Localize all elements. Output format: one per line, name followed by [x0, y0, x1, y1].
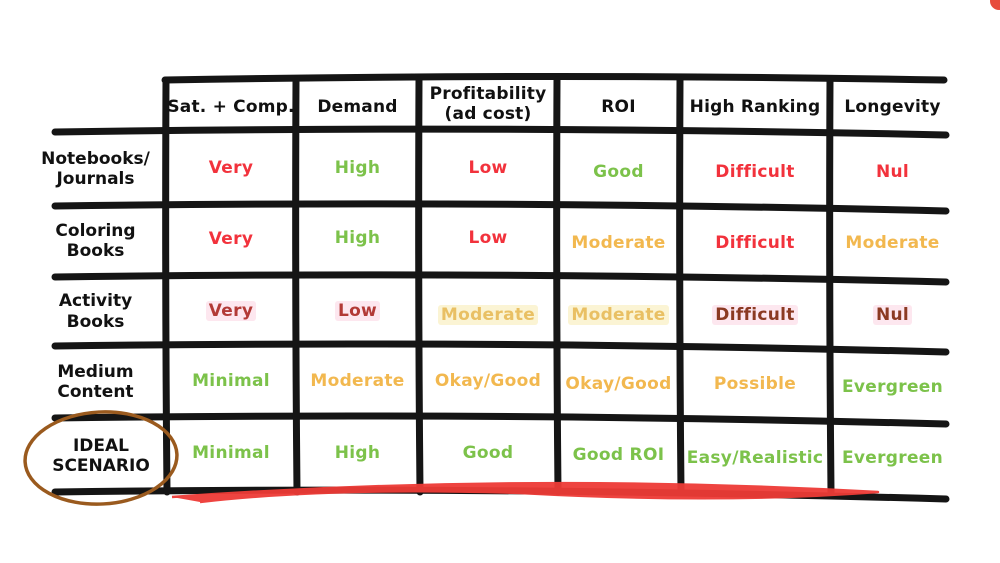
cell-coloring-profitability: Low — [468, 227, 508, 248]
cell-activity-high-ranking: Difficult — [680, 282, 830, 348]
column-header-sat-comp: Sat. + Comp. — [167, 96, 295, 117]
grid-horizontal-line — [51, 340, 950, 356]
cell-activity-demand: Low — [296, 278, 419, 344]
cell-activity-longevity: Nul — [830, 282, 955, 348]
window-badge — [990, 0, 1000, 10]
grid-vertical-line — [292, 76, 301, 496]
row-label-activity-books: Activity Books — [58, 291, 133, 332]
row-label-ideal-scenario: IDEAL SCENARIO — [52, 435, 150, 476]
column-header-demand: Demand — [317, 96, 398, 117]
column-header-longevity: Longevity — [844, 96, 941, 117]
cell-coloring-roi: Moderate — [571, 232, 666, 253]
grid-horizontal-line — [51, 271, 950, 286]
grid-horizontal-line — [51, 200, 950, 215]
cell-medium-roi: Okay/Good — [565, 373, 672, 394]
grid-vertical-line — [415, 76, 424, 496]
cell-notebooks-roi: Good — [593, 161, 644, 182]
cell-ideal-demand: High — [334, 442, 381, 463]
cell-activity-sat-comp: Very — [166, 278, 296, 344]
cell-medium-demand: Moderate — [310, 370, 405, 391]
grid-vertical-line — [826, 76, 835, 496]
cell-activity-roi: Moderate — [557, 282, 680, 348]
cell-coloring-longevity: Moderate — [845, 232, 940, 253]
cell-ideal-roi: Good ROI — [572, 444, 665, 465]
ideal-scenario-circle — [23, 410, 179, 506]
column-header-high-ranking: High Ranking — [689, 96, 821, 117]
column-header-roi: ROI — [601, 96, 636, 117]
cell-activity-profitability: Moderate — [419, 282, 557, 348]
cell-notebooks-longevity: Nul — [875, 161, 910, 182]
cell-notebooks-high-ranking: Difficult — [715, 161, 795, 182]
cell-ideal-profitability: Good — [462, 442, 514, 463]
grid-horizontal-line — [161, 73, 948, 84]
cell-ideal-longevity: Evergreen — [841, 447, 944, 468]
row-label-coloring-books: Coloring Books — [55, 220, 136, 261]
column-header-profitability: Profitability (ad cost) — [429, 83, 547, 124]
row-label-medium-content: Medium Content — [57, 361, 134, 402]
cell-medium-profitability: Okay/Good — [434, 370, 542, 391]
cell-medium-high-ranking: Possible — [713, 373, 797, 394]
grid-horizontal-line — [51, 412, 950, 428]
cell-medium-longevity: Evergreen — [841, 376, 944, 397]
cell-ideal-sat-comp: Minimal — [192, 442, 270, 463]
cell-medium-sat-comp: Minimal — [192, 370, 270, 391]
row-label-notebooks-journals: Notebooks/ Journals — [41, 148, 150, 189]
cell-coloring-high-ranking: Difficult — [715, 232, 795, 253]
grid-vertical-line — [162, 76, 171, 496]
cell-coloring-sat-comp: Very — [208, 228, 254, 249]
grid-vertical-line — [676, 76, 685, 496]
grid-lines — [51, 73, 950, 503]
cell-notebooks-demand: High — [334, 157, 381, 178]
cell-notebooks-sat-comp: Very — [208, 157, 254, 178]
cell-coloring-demand: High — [334, 227, 381, 248]
cell-notebooks-profitability: Low — [468, 157, 508, 178]
grid-vertical-line — [553, 76, 562, 496]
ideal-scenario-underline — [171, 481, 880, 504]
grid-horizontal-line — [51, 125, 950, 139]
cell-ideal-high-ranking: Easy/Realistic — [686, 447, 824, 468]
